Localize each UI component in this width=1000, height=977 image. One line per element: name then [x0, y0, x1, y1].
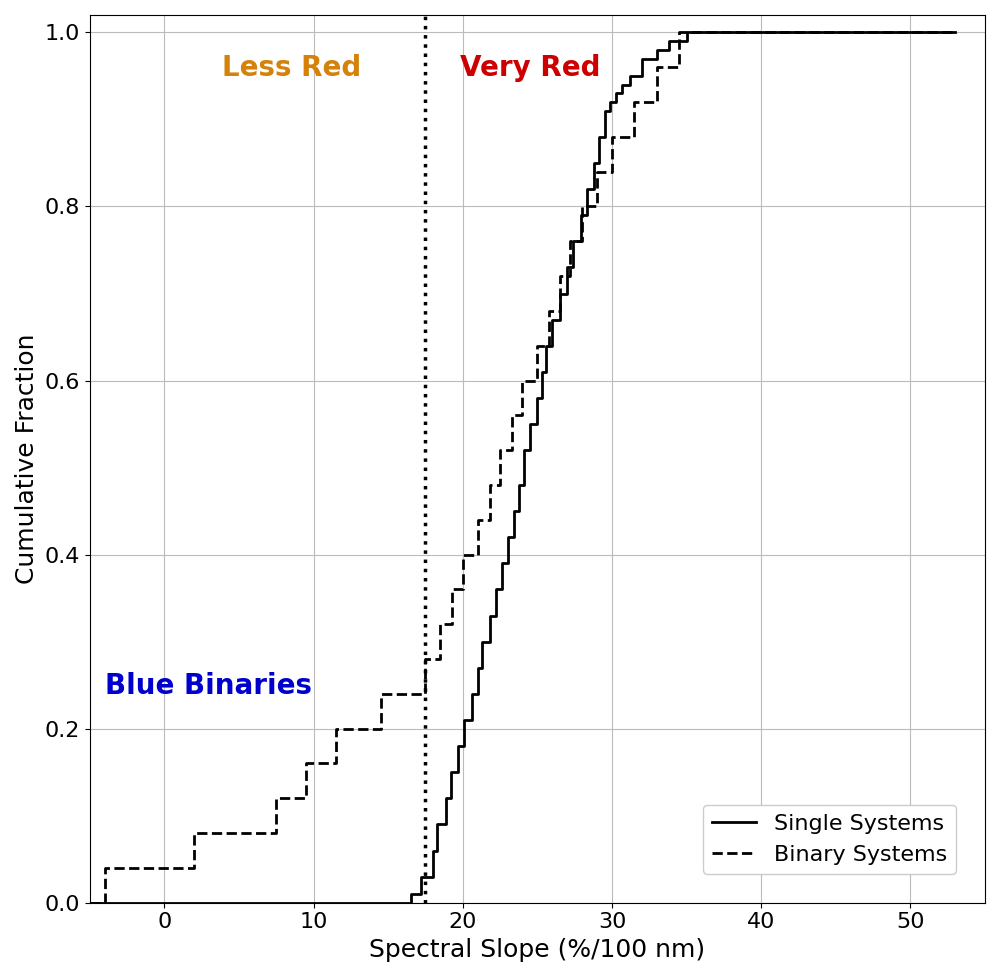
Single Systems: [490, 583, 502, 595]
Single Systems: [599, 105, 611, 116]
Binary Systems: [330, 723, 342, 735]
Single Systems: [681, 26, 693, 38]
Single Systems: [852, 26, 864, 38]
Text: Less Red: Less Red: [222, 54, 361, 82]
Single Systems: [84, 897, 96, 909]
Y-axis label: Cumulative Fraction: Cumulative Fraction: [15, 333, 39, 584]
Binary Systems: [949, 26, 961, 38]
Binary Systems: [84, 897, 96, 909]
Legend: Single Systems, Binary Systems: Single Systems, Binary Systems: [703, 805, 956, 873]
Binary Systems: [564, 271, 576, 282]
Line: Single Systems: Single Systems: [90, 32, 955, 903]
Single Systems: [496, 558, 508, 570]
Binary Systems: [446, 618, 458, 630]
Single Systems: [949, 26, 961, 38]
Text: Blue Binaries: Blue Binaries: [105, 672, 312, 701]
Binary Systems: [457, 549, 469, 561]
Binary Systems: [434, 654, 446, 665]
Line: Binary Systems: Binary Systems: [90, 32, 955, 903]
Binary Systems: [457, 583, 469, 595]
Text: Very Red: Very Red: [460, 54, 600, 82]
Single Systems: [466, 688, 478, 700]
Single Systems: [616, 79, 628, 91]
Binary Systems: [673, 26, 685, 38]
X-axis label: Spectral Slope (%/100 nm): Spectral Slope (%/100 nm): [369, 938, 705, 962]
